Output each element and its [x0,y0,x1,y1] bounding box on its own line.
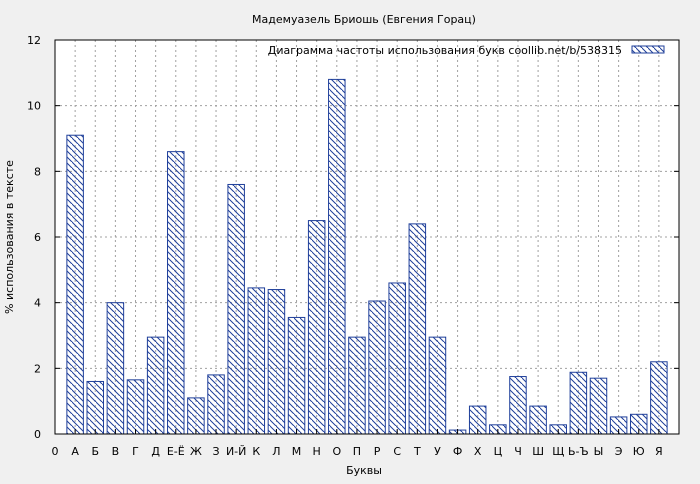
y-tick-label: 8 [34,165,41,178]
x-tick-label: Э [615,445,623,458]
y-tick-label: 12 [27,34,41,47]
x-tick-label: Ы [594,445,604,458]
legend: Диаграмма частоты использования букв coo… [268,44,665,57]
x-tick-label: У [434,445,441,458]
x-tick-label: Г [132,445,139,458]
x-tick-label: Х [474,445,482,458]
x-tick-label: 0 [52,445,59,458]
bar-Р [368,300,386,435]
bar-Ж [187,397,205,435]
legend-swatch [631,45,665,54]
x-tick-label: О [332,445,341,458]
chart-title: Мадемуазель Бриошь (Евгения Горац) [252,13,476,26]
bar-Н [307,220,326,435]
y-tick-label: 2 [34,362,41,375]
x-tick-label: Я [655,445,663,458]
x-tick-label: В [112,445,120,458]
x-tick-label: Ч [514,445,522,458]
x-tick-label: З [213,445,220,458]
bar-П [348,336,366,435]
bar-Д [146,336,165,435]
x-tick-label: Ш [532,445,544,458]
y-axis-label: % использования в тексте [3,160,16,314]
bar-Ы [589,377,608,435]
bar-А [66,134,84,435]
x-tick-label: М [292,445,302,458]
x-tick-label: Б [91,445,99,458]
x-tick-label: А [71,445,79,458]
bar-Г [126,379,145,435]
x-tick-label: Р [374,445,381,458]
x-tick-label: С [393,445,401,458]
x-tick-label: Ж [190,445,202,458]
bar-С [388,282,406,435]
x-tick-label: Ц [494,445,503,458]
x-tick-label: П [353,445,361,458]
x-tick-label: Л [272,445,280,458]
x-tick-label: Ь-Ъ [568,445,589,458]
legend-label: Диаграмма частоты использования букв coo… [268,44,622,57]
x-tick-label: Д [151,445,160,458]
bar-Е-Ё [167,151,185,435]
bar-К [247,287,266,435]
bar-Л [267,289,286,435]
bar-Я [650,361,668,435]
bar-З [207,374,225,435]
bar-Ь-Ъ [569,371,588,435]
x-tick-label: К [252,445,260,458]
bar-У [428,336,447,435]
x-tick-label: И-Й [226,445,246,458]
bars [66,78,668,435]
x-tick-label: Т [413,445,421,458]
x-tick-label: Ф [453,445,462,458]
bar-Т [408,223,427,435]
bar-И-Й [227,183,245,435]
x-tick-label: Щ [552,445,564,458]
x-axis-label: Буквы [346,464,382,477]
bar-В [106,302,125,435]
x-tick-label: Е-Ё [167,445,185,458]
x-tick-label: Н [313,445,321,458]
y-tick-label: 6 [34,231,41,244]
bar-Б [86,380,105,435]
bar-О [328,78,346,435]
y-tick-label: 0 [34,428,41,441]
y-tick-label: 10 [27,100,41,113]
bar-М [287,316,306,435]
x-tick-label: Ю [633,445,645,458]
y-tick-label: 4 [34,297,41,310]
bar-Ч [509,376,527,435]
plot-frame [54,39,680,435]
